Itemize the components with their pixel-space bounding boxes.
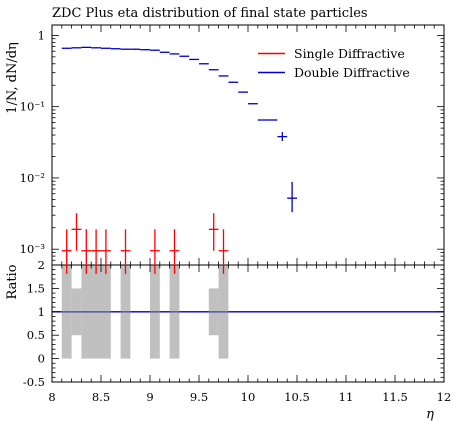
tick-labels: 8 8.5 9 9.5 10 10.5 11 11.5 12110⁻¹10⁻²10⁻³21.51… (20, 28, 452, 404)
x-tick-label: 11 (339, 390, 354, 404)
plot-frames (51, 24, 445, 383)
x-tick-label: 10 (241, 390, 256, 404)
ratio-panel (52, 265, 444, 359)
x-tick-label: 9 (146, 390, 153, 404)
x-tick-label: 8.5 (92, 390, 110, 404)
ratio-y-tick-label: 1.5 (27, 281, 45, 295)
legend-label-single-diffractive: Single Diffractive (294, 46, 405, 61)
ratio-y-tick-label: -0.5 (23, 375, 45, 389)
main-panel-frame (51, 24, 445, 266)
x-tick-label: 10.5 (284, 390, 310, 404)
x-tick-label: 11.5 (382, 390, 408, 404)
x-tick-label: 8 (48, 390, 55, 404)
x-tick-label: 9.5 (190, 390, 208, 404)
ratio-y-tick-label: 0 (38, 352, 45, 366)
main-y-tick-label: 10⁻¹ (20, 100, 45, 114)
ratio-y-axis-title: Ratio (5, 264, 20, 299)
main-panel-data (61, 46, 297, 274)
main-y-tick-label: 1 (38, 28, 45, 42)
ratio-y-tick-label: 1 (38, 305, 45, 319)
main-y-axis-title: 1/N, dN/dη (5, 42, 20, 114)
legend-label-double-diffractive: Double Diffractive (294, 65, 410, 80)
legend: Single Diffractive Double Diffractive (258, 46, 410, 80)
x-axis-title: η (426, 407, 434, 422)
main-y-tick-label: 10⁻³ (20, 242, 46, 256)
x-tick-label: 12 (437, 390, 452, 404)
main-y-tick-label: 10⁻² (20, 171, 45, 185)
chart-title: ZDC Plus eta distribution of final state… (52, 6, 368, 21)
ratio-y-tick-label: 2 (38, 258, 45, 272)
ratio-y-tick-label: 0.5 (27, 328, 45, 342)
